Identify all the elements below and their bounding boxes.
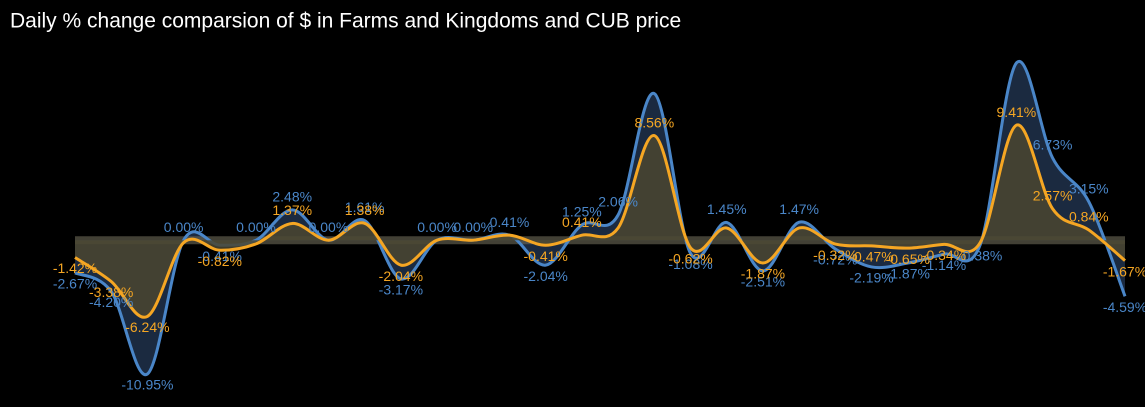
data-label: -2.04% [379, 268, 423, 284]
data-label: -2.67% [53, 276, 97, 292]
data-label: 0.00% [417, 219, 457, 235]
data-label: 8.56% [634, 114, 674, 130]
area [75, 61, 1125, 375]
data-label: 0.41% [490, 214, 530, 230]
data-label: 0.00% [309, 219, 349, 235]
data-label: 0.41% [562, 214, 602, 230]
data-label: -0.72% [813, 252, 857, 268]
data-label: 2.57% [1033, 187, 1073, 203]
data-label: -1.42% [53, 260, 97, 276]
data-label: 0.84% [1069, 209, 1109, 225]
area [75, 124, 1125, 318]
data-label: 1.25% [562, 204, 602, 220]
data-label: 6.73% [1033, 137, 1073, 153]
data-label: -1.87% [886, 266, 930, 282]
data-label: -0.65% [886, 251, 930, 267]
data-label: -1.67% [1103, 263, 1145, 279]
data-label: -2.19% [849, 270, 893, 286]
data-label: 0.00% [453, 219, 493, 235]
data-label: -0.47% [849, 249, 893, 265]
data-label: 2.48% [272, 189, 312, 205]
data-label: -2.04% [524, 268, 568, 284]
data-label: 1.61% [345, 199, 385, 215]
data-label: -3.38% [89, 284, 133, 300]
data-label: 1.47% [779, 201, 819, 217]
data-label: 0.00% [164, 219, 204, 235]
data-label: -3.17% [379, 282, 423, 298]
data-label: 9.41% [997, 104, 1037, 120]
data-label: -0.32% [813, 247, 857, 263]
data-label: -0.34% [922, 247, 966, 263]
data-label: 1.38% [345, 202, 385, 218]
data-label: 1.45% [707, 201, 747, 217]
data-label: 0.00% [236, 219, 276, 235]
data-label: -1.08% [668, 256, 712, 272]
data-label: -1.14% [922, 257, 966, 273]
line [74, 123, 1126, 319]
data-label: -0.41% [198, 248, 242, 264]
data-label: -0.41% [524, 248, 568, 264]
chart-title: Daily % change comparsion of $ in Farms … [10, 10, 681, 33]
data-label: -0.82% [198, 253, 242, 269]
data-label: 2.06% [598, 194, 638, 210]
data-label: -10.95% [121, 377, 173, 393]
data-label: -0.62% [668, 250, 712, 266]
data-label: 3.15% [1069, 180, 1109, 196]
data-label: 1.37% [272, 202, 312, 218]
data-label: -6.24% [125, 319, 169, 335]
data-label: -4.20% [89, 294, 133, 310]
data-label: -0.38% [958, 248, 1002, 264]
data-label: -4.59% [1103, 299, 1145, 315]
data-label: -2.51% [741, 274, 785, 290]
data-label: -1.87% [741, 266, 785, 282]
